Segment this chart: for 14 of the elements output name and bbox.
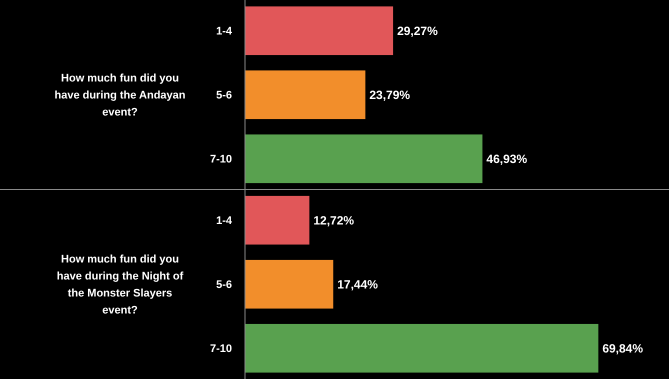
- y-tick-label: 7-10: [210, 343, 232, 356]
- data-label: 69,84%: [602, 341, 644, 356]
- data-label: 46,93%: [486, 152, 528, 166]
- y-tick-label: 1-4: [216, 215, 233, 228]
- data-label: 29,27%: [397, 24, 438, 38]
- y-tick-label: 5-6: [216, 279, 232, 292]
- y-tick-label: 5-6: [216, 90, 232, 102]
- data-label: 23,79%: [369, 88, 410, 102]
- text: How much fun did you have during the Andayan event?: [54, 72, 186, 119]
- y-tick-label: 1-4: [216, 26, 233, 38]
- data-label: 12,72%: [313, 213, 354, 228]
- data-label: 17,44%: [337, 277, 378, 292]
- text: How much fun did you have during the Night of the Monster Slayers event?: [56, 254, 184, 317]
- y-tick-label: 7-10: [210, 154, 232, 166]
